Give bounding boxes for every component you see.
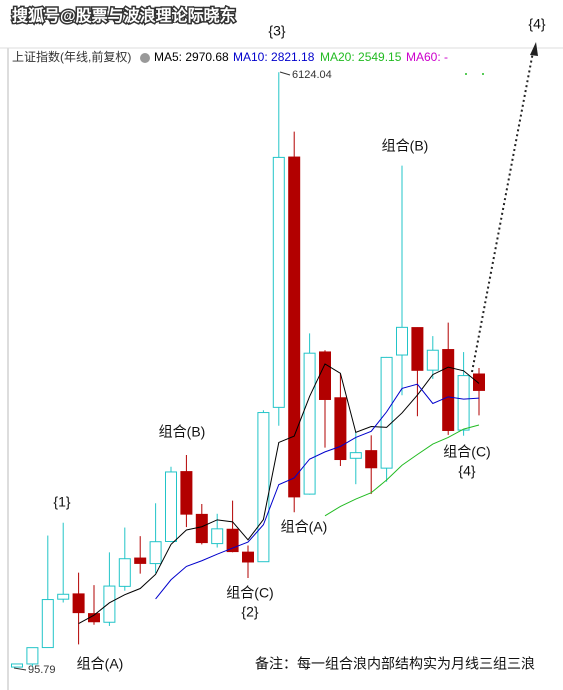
annotation: {4}	[458, 463, 475, 479]
chart-title: 搜狐号@股票与波浪理论际晓东	[12, 6, 236, 25]
candle-body	[226, 528, 239, 553]
legend-entry: MA5: 2970.68	[154, 50, 229, 64]
candle-body	[365, 450, 378, 469]
annotation: 组合(C)	[226, 585, 273, 601]
candle-body	[211, 528, 224, 545]
candle-body	[426, 349, 439, 371]
candle-body	[242, 551, 254, 563]
low-pointer	[13, 667, 27, 671]
annotation: {3}	[268, 23, 285, 39]
legend-entry: MA60: -	[406, 50, 448, 64]
annotation: {4}	[528, 16, 545, 32]
high-pointer	[279, 71, 291, 76]
candle-body	[103, 585, 116, 623]
annotation: 组合(A)	[281, 519, 328, 535]
candle-body	[334, 397, 347, 461]
low-label: 95.79	[28, 664, 56, 676]
candle-body	[26, 647, 39, 665]
candle-body	[11, 663, 23, 668]
candle-body	[396, 326, 408, 356]
candle-body	[272, 156, 285, 408]
candle-body	[288, 156, 301, 498]
candle-body	[457, 375, 470, 431]
candle-body	[411, 327, 424, 371]
candle-body	[257, 412, 270, 563]
high-label: 6124.04	[292, 69, 332, 81]
forecast-arrow	[471, 51, 534, 373]
ma-line	[155, 383, 480, 600]
dot	[465, 73, 467, 75]
candle-body	[319, 351, 331, 400]
annotation: 组合(B)	[382, 138, 429, 154]
annotation: 组合(C)	[443, 444, 490, 460]
candle-body	[57, 593, 70, 600]
arrow-head	[530, 42, 538, 56]
ma-line	[78, 363, 480, 625]
subtitle: 上证指数(年线,前复权)	[12, 49, 131, 64]
annotation: {1}	[53, 494, 70, 510]
legend-entry: MA10: 2821.18	[233, 50, 315, 64]
settings-icon[interactable]	[140, 53, 150, 63]
candle-body	[180, 471, 193, 515]
candle-body	[442, 349, 455, 431]
candle-body	[72, 593, 85, 614]
candle-body	[349, 452, 362, 459]
note: 备注：每一组合浪内部结构实为月线三组三浪	[255, 656, 535, 672]
candle-body	[134, 557, 147, 564]
candle-body	[118, 558, 131, 587]
ma-line	[324, 424, 480, 517]
candle-body	[41, 599, 54, 649]
candle-body	[149, 541, 162, 565]
legend-entry: MA20: 2549.15	[320, 50, 402, 64]
candle-body	[195, 513, 208, 544]
annotation: 组合(B)	[159, 424, 206, 440]
candle-body	[303, 352, 316, 495]
annotation: 组合(A)	[77, 656, 124, 672]
dot	[482, 73, 484, 75]
candle-body	[165, 471, 177, 542]
candle-body	[380, 356, 393, 469]
candle-body	[473, 373, 485, 391]
annotation: {2}	[241, 604, 258, 620]
